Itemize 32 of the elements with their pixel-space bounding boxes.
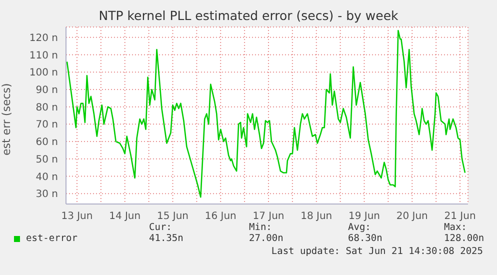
x-tick-label: 18 Jun [300, 211, 332, 222]
y-tick-label: 40 n [36, 172, 58, 183]
text: 41.35n [149, 233, 184, 244]
x-tick-label: 13 Jun [61, 211, 93, 222]
y-tick-label: 100 n [29, 68, 58, 79]
text: 128.00n [444, 233, 484, 244]
x-tick-label: 14 Jun [109, 211, 141, 222]
text: Last update: Sat Jun 21 14:30:08 2025 [271, 246, 483, 257]
x-tick-label: 15 Jun [156, 211, 188, 222]
y-tick-label: 30 n [36, 189, 58, 200]
text: 27.00n [249, 233, 284, 244]
y-tick-label: 70 n [36, 120, 58, 131]
x-tick-label: 20 Jun [396, 211, 428, 222]
chart-title: NTP kernel PLL estimated error (secs) - by week [98, 8, 400, 23]
text: 68.30n [348, 233, 382, 244]
y-tick-label: 90 n [36, 85, 58, 96]
x-tick-label: 21 Jun [444, 211, 476, 222]
legend-label: est-error [26, 233, 78, 244]
x-tick-label: 19 Jun [348, 211, 380, 222]
x-tick-label: 16 Jun [204, 211, 236, 222]
text: Max: [444, 222, 468, 233]
y-tick-label: 110 n [29, 50, 58, 62]
text: Cur: [149, 222, 173, 233]
x-tick-label: 17 Jun [252, 211, 284, 222]
y-tick-label: 50 n [36, 154, 58, 166]
y-tick-label: 80 n [36, 102, 58, 114]
y-tick-label: 60 n [36, 137, 58, 148]
y-axis-title: est err (secs) [0, 83, 13, 156]
text: Avg: [348, 222, 372, 233]
y-tick-label: 120 n [29, 32, 58, 44]
text: Min: [249, 222, 273, 233]
line-series [66, 30, 466, 198]
